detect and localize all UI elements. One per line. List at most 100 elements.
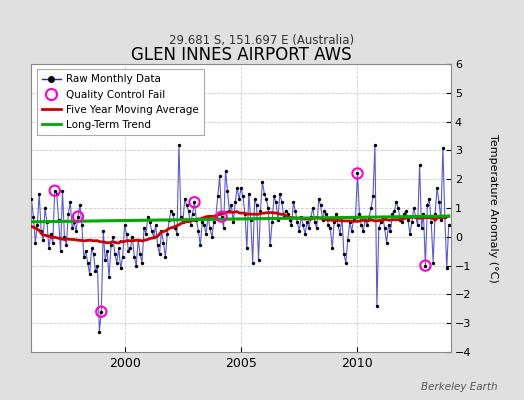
Point	[190, 199, 199, 206]
Point	[344, 236, 352, 243]
Point	[115, 245, 123, 252]
Point	[118, 254, 127, 260]
Point	[95, 329, 104, 335]
Point	[29, 214, 38, 220]
Point	[148, 228, 156, 234]
Point	[181, 196, 189, 202]
Point	[91, 268, 100, 274]
Point	[57, 248, 65, 254]
Point	[233, 185, 242, 191]
Point	[392, 199, 400, 206]
Point	[423, 202, 432, 208]
Point	[103, 248, 111, 254]
Point	[305, 225, 313, 231]
Point	[319, 216, 327, 223]
Point	[45, 245, 53, 252]
Point	[235, 196, 243, 202]
Point	[237, 185, 245, 191]
Point	[155, 251, 163, 257]
Point	[396, 216, 405, 223]
Point	[314, 196, 323, 202]
Point	[37, 228, 46, 234]
Point	[60, 234, 69, 240]
Point	[328, 245, 336, 252]
Point	[266, 242, 275, 249]
Point	[136, 251, 144, 257]
Point	[270, 193, 278, 200]
Point	[52, 190, 61, 197]
Point	[78, 222, 86, 228]
Point	[239, 193, 247, 200]
Point	[229, 219, 237, 226]
Point	[291, 208, 300, 214]
Title: GLEN INNES AIRPORT AWS: GLEN INNES AIRPORT AWS	[130, 46, 352, 64]
Point	[299, 222, 308, 228]
Point	[41, 205, 49, 211]
Point	[31, 239, 39, 246]
Point	[198, 219, 206, 226]
Point	[231, 199, 239, 206]
Point	[146, 219, 154, 226]
Point	[206, 225, 214, 231]
Point	[47, 231, 55, 237]
Point	[386, 228, 395, 234]
Point	[248, 260, 257, 266]
Point	[295, 228, 303, 234]
Point	[128, 234, 137, 240]
Point	[287, 222, 296, 228]
Point	[433, 185, 441, 191]
Point	[429, 260, 438, 266]
Point	[365, 214, 373, 220]
Point	[76, 202, 84, 208]
Point	[82, 248, 90, 254]
Point	[245, 190, 253, 197]
Point	[113, 260, 121, 266]
Point	[217, 214, 226, 220]
Point	[227, 202, 235, 208]
Point	[431, 210, 439, 217]
Point	[107, 242, 115, 249]
Point	[43, 219, 51, 226]
Point	[311, 219, 319, 226]
Point	[384, 222, 392, 228]
Point	[342, 260, 350, 266]
Point	[421, 262, 430, 269]
Point	[111, 251, 119, 257]
Text: 29.681 S, 151.697 E (Australia): 29.681 S, 151.697 E (Australia)	[169, 34, 355, 47]
Point	[64, 210, 72, 217]
Point	[202, 231, 210, 237]
Point	[293, 219, 301, 226]
Point	[417, 225, 425, 231]
Point	[121, 222, 129, 228]
Point	[330, 219, 339, 226]
Point	[154, 242, 162, 249]
Point	[122, 231, 130, 237]
Point	[50, 188, 59, 194]
Point	[179, 219, 187, 226]
Point	[439, 144, 447, 151]
Point	[126, 245, 135, 252]
Point	[262, 196, 270, 202]
Point	[151, 222, 160, 228]
Point	[400, 210, 408, 217]
Point	[316, 202, 325, 208]
Point	[74, 214, 82, 220]
Point	[157, 228, 166, 234]
Point	[345, 219, 354, 226]
Point	[223, 188, 232, 194]
Point	[204, 214, 212, 220]
Point	[435, 199, 443, 206]
Point	[58, 188, 67, 194]
Point	[408, 219, 416, 226]
Point	[264, 205, 272, 211]
Point	[140, 225, 148, 231]
Point	[334, 222, 342, 228]
Point	[406, 231, 414, 237]
Point	[380, 225, 389, 231]
Point	[27, 196, 36, 202]
Point	[276, 190, 284, 197]
Point	[357, 222, 366, 228]
Point	[411, 214, 420, 220]
Point	[196, 242, 204, 249]
Point	[289, 199, 298, 206]
